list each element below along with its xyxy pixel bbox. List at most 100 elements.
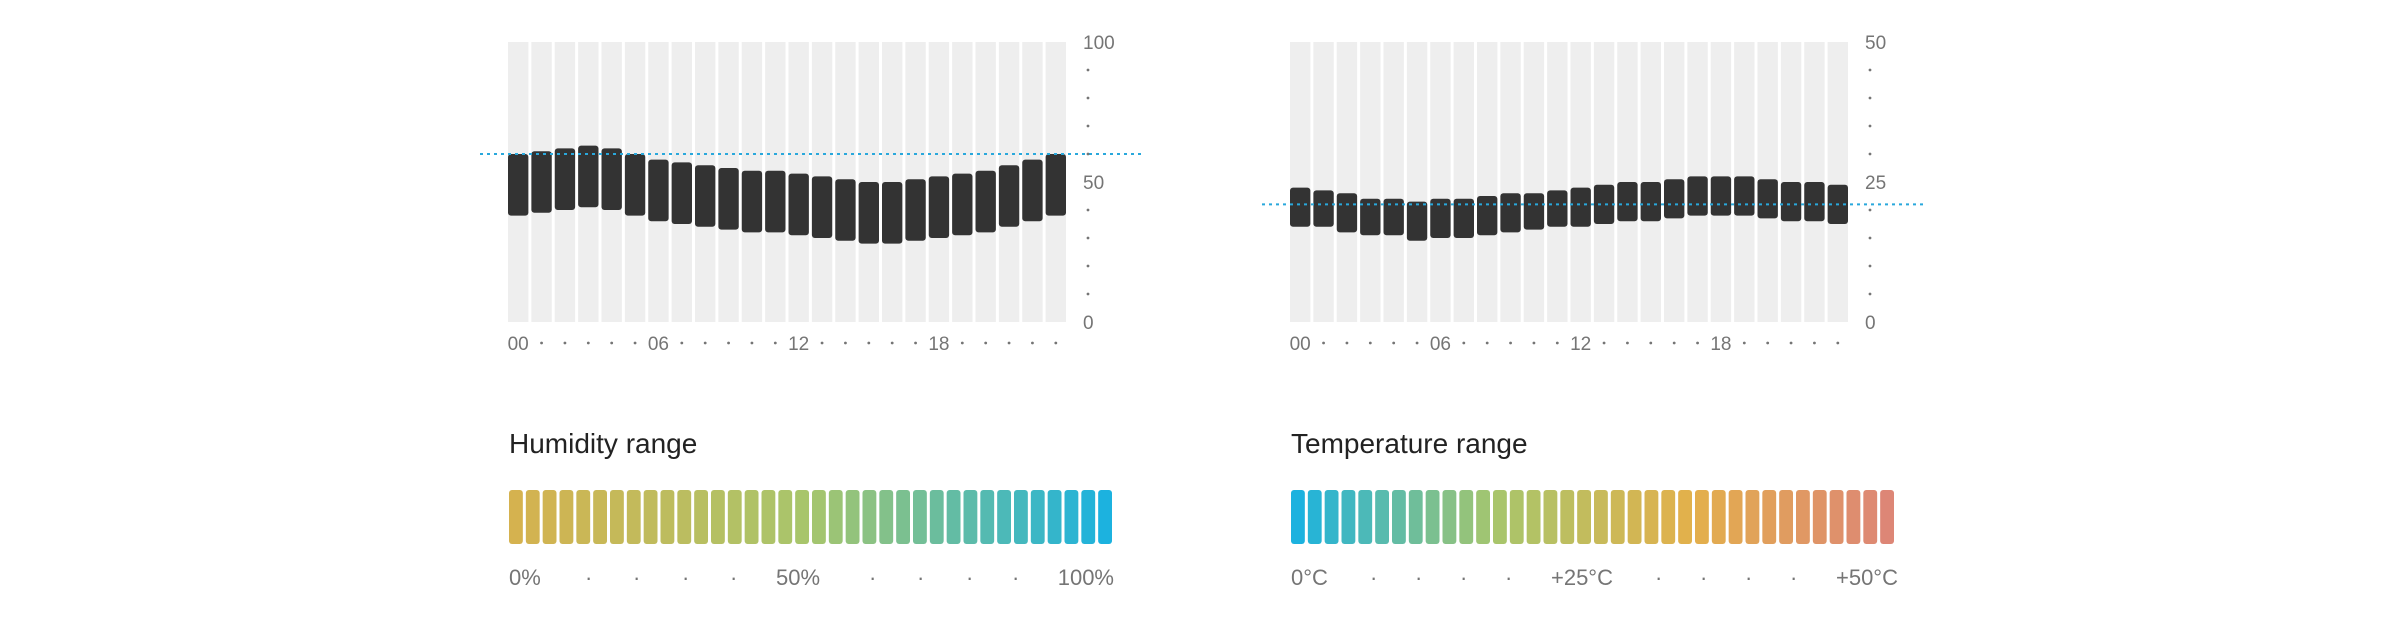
range-bar [554, 148, 576, 210]
temperature-range-title: Temperature range [1291, 428, 1528, 459]
range-bar [578, 145, 599, 208]
humidity-range-title: Humidity range [509, 428, 698, 459]
x-axis-dot [540, 341, 543, 345]
x-axis-dot [610, 341, 614, 345]
scale-swatch [559, 490, 574, 544]
scale-swatch [727, 490, 742, 544]
range-bar [718, 168, 739, 230]
humidity-scale-max: 100% [1057, 565, 1114, 590]
scale-dot: · [1655, 565, 1663, 590]
hour-column [1453, 42, 1474, 322]
scale-swatch [1098, 490, 1112, 544]
range-bar [1617, 182, 1638, 222]
y-axis-dot [1868, 264, 1872, 268]
hour-column [1477, 42, 1498, 322]
x-axis-dot [750, 341, 754, 345]
scale-dot: · [1370, 565, 1378, 590]
scale-swatch [542, 490, 557, 544]
x-axis-dot [1626, 341, 1629, 345]
x-axis-dot [633, 341, 637, 345]
scale-swatch [1392, 490, 1406, 544]
humidity-scale-min: 0% [509, 565, 541, 590]
hour-column [1290, 42, 1311, 322]
x-axis-dot [1322, 341, 1325, 345]
range-bar [905, 179, 926, 241]
scale-dot: · [966, 565, 974, 590]
scale-swatch [694, 490, 708, 544]
range-bar [952, 173, 973, 236]
hour-column [1547, 42, 1568, 322]
scale-swatch [593, 490, 607, 544]
humidity-hourly-chart: 0 50 100 00 06 12 18 [480, 33, 1141, 355]
hour-column [1570, 42, 1591, 322]
scale-swatch [643, 490, 658, 544]
scale-swatch [1408, 490, 1423, 544]
scale-swatch [1863, 490, 1878, 544]
range-bar [1360, 198, 1381, 236]
x-axis-dot [1555, 341, 1559, 345]
scale-swatch [778, 490, 793, 544]
hour-column [1500, 42, 1521, 322]
range-bar [1757, 179, 1778, 219]
scale-swatch [1459, 490, 1474, 544]
scale-swatch [1425, 490, 1440, 544]
scale-swatch [1014, 490, 1028, 544]
scale-swatch [946, 490, 961, 544]
scale-swatch [1678, 490, 1692, 544]
scale-swatch [1476, 490, 1490, 544]
scale-swatch [610, 490, 624, 544]
scale-swatch [997, 490, 1011, 544]
temperature-color-scale [1291, 490, 1894, 544]
scale-swatch [1812, 490, 1827, 544]
y-axis-dot [1868, 124, 1872, 128]
x-tick-label: 12 [1570, 334, 1591, 355]
range-bar [858, 182, 879, 244]
scale-dot: · [1700, 565, 1708, 590]
y-tick-label: 50 [1865, 33, 1886, 54]
x-tick-label: 06 [648, 334, 669, 355]
scale-dot: · [585, 565, 593, 590]
x-axis-dot [1368, 341, 1372, 345]
x-axis-dot [867, 341, 871, 345]
scale-swatch [1711, 490, 1726, 544]
x-axis-dot [680, 341, 684, 345]
range-bar [1383, 198, 1404, 236]
x-axis-dot [1766, 341, 1770, 345]
range-bar [1313, 190, 1334, 227]
scale-dot: · [633, 565, 641, 590]
scale-swatch [963, 490, 978, 544]
x-axis-dot [1485, 341, 1489, 345]
scale-swatch [845, 490, 860, 544]
x-axis-dot [844, 341, 847, 345]
range-bar [882, 182, 903, 244]
scale-dot: · [1460, 565, 1468, 590]
y-tick-label: 0 [1083, 313, 1094, 334]
y-axis-dot [1868, 292, 1872, 296]
x-tick-label: 18 [1710, 334, 1731, 355]
x-tick-label: 18 [928, 334, 949, 355]
range-bar [1804, 182, 1825, 222]
scale-swatch [1745, 490, 1760, 544]
y-tick-label: 0 [1865, 313, 1876, 334]
y-tick-label: 50 [1083, 173, 1104, 194]
scale-swatch [1880, 490, 1894, 544]
scale-dot: · [917, 565, 925, 590]
x-axis-dot [960, 341, 964, 345]
scale-swatch [913, 490, 927, 544]
range-bar [1734, 176, 1755, 216]
hour-column [1827, 42, 1848, 322]
scale-swatch [1493, 490, 1507, 544]
scale-swatch [795, 490, 809, 544]
temperature-scale-min: 0°C [1291, 565, 1328, 590]
range-bar [1336, 193, 1358, 233]
range-bar [1453, 198, 1474, 238]
x-tick-label: 06 [1430, 334, 1451, 355]
range-bar [1710, 176, 1732, 216]
scale-swatch [1324, 490, 1339, 544]
scale-dot: · [1790, 565, 1798, 590]
scale-swatch [1577, 490, 1591, 544]
hour-column [1406, 42, 1428, 322]
scale-swatch [761, 490, 776, 544]
x-axis-dot [1742, 341, 1746, 345]
